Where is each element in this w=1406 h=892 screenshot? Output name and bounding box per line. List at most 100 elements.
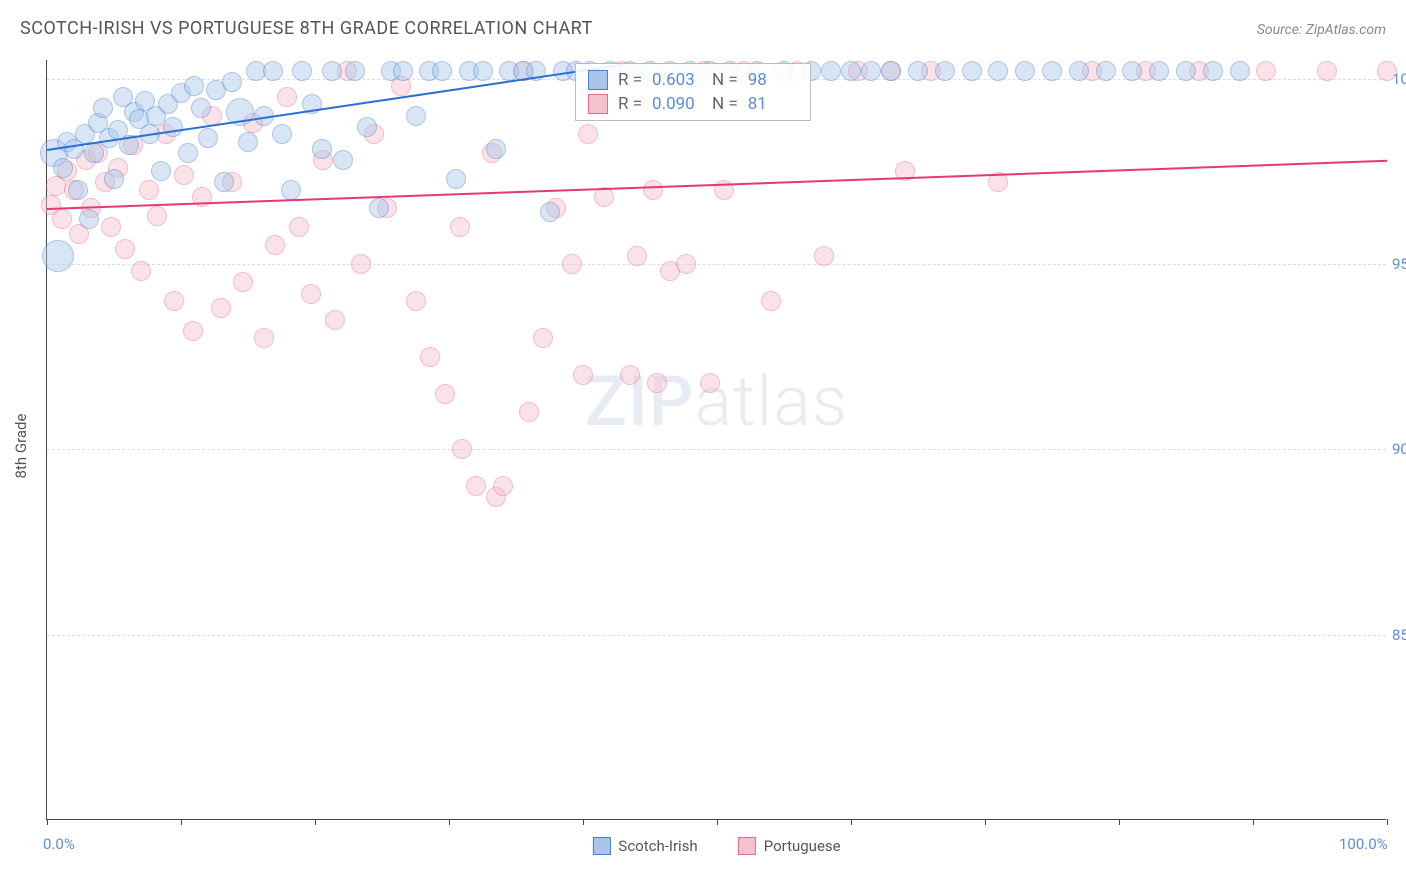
data-point [101,217,121,237]
data-point [104,169,124,189]
data-point [214,172,234,192]
data-point [861,61,881,81]
data-point [1015,61,1035,81]
grid-line [47,264,1386,265]
data-point [562,254,582,274]
data-point [357,117,377,137]
series-swatch [588,70,608,90]
data-point [53,158,73,178]
stat-label-n: N = [712,94,738,114]
legend-item: Scotch-Irish [592,837,697,855]
x-tick [315,819,316,825]
data-point [446,169,466,189]
data-point [493,476,513,496]
data-point [277,87,297,107]
data-point [222,72,242,92]
x-tick [449,819,450,825]
x-tick [1253,819,1254,825]
data-point [676,254,696,274]
data-point [700,373,720,393]
data-point [151,161,171,181]
x-tick [181,819,182,825]
data-point [643,180,663,200]
data-point [432,61,452,81]
data-point [265,235,285,255]
data-point [578,124,598,144]
data-point [238,132,258,152]
data-point [131,261,151,281]
data-point [164,291,184,311]
data-point [761,291,781,311]
stat-label-r: R = [618,94,642,114]
data-point [312,139,332,159]
grid-line [47,449,1386,450]
legend-swatch [592,837,610,855]
data-point [174,165,194,185]
stats-box: R =0.603N =98R =0.090N =81 [575,63,811,121]
stat-label-n: N = [712,70,738,90]
data-point [198,128,218,148]
data-point [351,254,371,274]
data-point [93,98,113,118]
data-point [115,239,135,259]
data-point [1377,61,1397,81]
data-point [1230,61,1250,81]
y-tick-label: 95.0% [1392,255,1406,273]
data-point [272,124,292,144]
stat-value-n: 98 [748,70,798,90]
data-point [84,143,104,163]
x-left-label: 0.0% [43,835,75,853]
data-point [254,328,274,348]
data-point [393,61,413,81]
chart-header: SCOTCH-IRISH VS PORTUGUESE 8TH GRADE COR… [0,0,1406,39]
x-tick [47,819,48,825]
data-point [369,198,389,218]
x-tick [1387,819,1388,825]
data-point [289,217,309,237]
legend: Scotch-Irish Portuguese [592,837,840,855]
data-point [281,180,301,200]
x-tick [851,819,852,825]
data-point [450,217,470,237]
data-point [821,61,841,81]
data-point [841,61,861,81]
data-point [473,61,493,81]
x-tick [1119,819,1120,825]
scatter-plot-area: ZIPatlas Scotch-IrishPortuguese 85.0%90.… [46,60,1386,820]
x-tick [583,819,584,825]
data-point [435,384,455,404]
legend-swatch [738,837,756,855]
data-point [962,61,982,81]
data-point [1122,61,1142,81]
data-point [178,143,198,163]
data-point [322,61,342,81]
y-axis-label: 8th Grade [12,414,30,479]
data-point [52,209,72,229]
data-point [325,310,345,330]
data-point [1096,61,1116,81]
stats-row: R =0.603N =98 [588,68,798,92]
stat-value-r: 0.603 [652,70,702,90]
data-point [466,476,486,496]
stat-value-r: 0.090 [652,94,702,114]
data-point [42,240,74,272]
data-point [573,365,593,385]
data-point [935,61,955,81]
data-point [1317,61,1337,81]
data-point [292,61,312,81]
data-point [420,347,440,367]
chart-title: SCOTCH-IRISH VS PORTUGUESE 8TH GRADE COR… [20,18,593,39]
data-point [881,61,901,81]
data-point [68,180,88,200]
legend-label: Scotch-Irish [618,837,697,855]
data-point [988,61,1008,81]
data-point [147,206,167,226]
data-point [540,202,560,222]
legend-item: Portuguese [738,837,841,855]
data-point [908,61,928,81]
data-point [184,76,204,96]
data-point [406,291,426,311]
data-point [1042,61,1062,81]
data-point [1176,61,1196,81]
data-point [519,402,539,422]
